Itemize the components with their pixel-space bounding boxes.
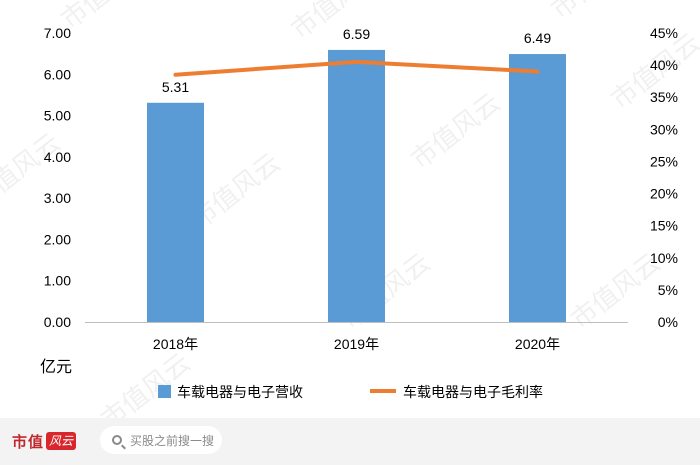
line-series <box>173 59 540 77</box>
y-left-tick-label: 2.00 <box>44 231 71 247</box>
footer-bar: 市值 风云 买股之前搜一搜 <box>0 418 700 465</box>
watermark-text: 市值风云 <box>285 0 385 45</box>
bar-data-label: 6.59 <box>343 26 370 42</box>
y-left-tick-label: 0.00 <box>44 314 71 330</box>
legend-label-bar: 车载电器与电子营收 <box>177 384 303 400</box>
bar <box>509 54 566 322</box>
y-left-tick-label: 7.00 <box>44 25 71 41</box>
search-box[interactable]: 买股之前搜一搜 <box>100 426 222 454</box>
bar-data-label: 5.31 <box>162 79 189 95</box>
y-right-tick-label: 0% <box>658 314 678 330</box>
y-left-tick-label: 3.00 <box>44 190 71 206</box>
chart-card: 市值风云市值风云市值风云市值风云市值风云市值风云市值风云市值风云市值风云市值风云… <box>0 0 700 418</box>
y-left-tick-label: 5.00 <box>44 108 71 124</box>
bar <box>328 49 385 322</box>
watermark-text: 市值风云 <box>545 0 645 25</box>
y-right-tick-label: 40% <box>650 57 678 73</box>
y-right-tick-label: 15% <box>650 218 678 234</box>
y-right-tick-label: 25% <box>650 153 678 169</box>
y-left-tick-label: 4.00 <box>44 149 71 165</box>
y-right-tick-label: 45% <box>650 25 678 41</box>
y-right-tick-label: 20% <box>650 186 678 202</box>
brand-logo[interactable]: 市值 风云 <box>12 430 77 452</box>
brand-name: 市值 <box>12 432 45 451</box>
legend-swatch-bar <box>158 385 171 398</box>
y-right-tick-label: 35% <box>650 89 678 105</box>
watermark-text: 市值风云 <box>95 347 195 418</box>
x-tick-label: 2019年 <box>334 336 379 352</box>
y-left-unit-label: 亿元 <box>40 358 72 376</box>
watermark-text: 市值风云 <box>405 87 505 175</box>
x-tick-label: 2020年 <box>515 336 560 352</box>
y-right-tick-label: 10% <box>650 250 678 266</box>
bar-data-label: 6.49 <box>524 30 551 46</box>
y-right-tick-label: 30% <box>650 121 678 137</box>
y-right-tick-label: 5% <box>658 282 678 298</box>
legend-label-line: 车载电器与电子毛利率 <box>403 384 543 400</box>
search-icon <box>112 435 122 445</box>
search-placeholder: 买股之前搜一搜 <box>130 433 215 448</box>
brand-logo-mark: 风云 <box>46 432 77 450</box>
chart: 市值风云市值风云市值风云市值风云市值风云市值风云市值风云市值风云市值风云市值风云… <box>0 0 700 418</box>
y-left-tick-label: 1.00 <box>44 273 71 289</box>
bar <box>147 102 204 322</box>
x-tick-label: 2018年 <box>153 336 198 352</box>
y-left-tick-label: 6.00 <box>44 66 71 82</box>
